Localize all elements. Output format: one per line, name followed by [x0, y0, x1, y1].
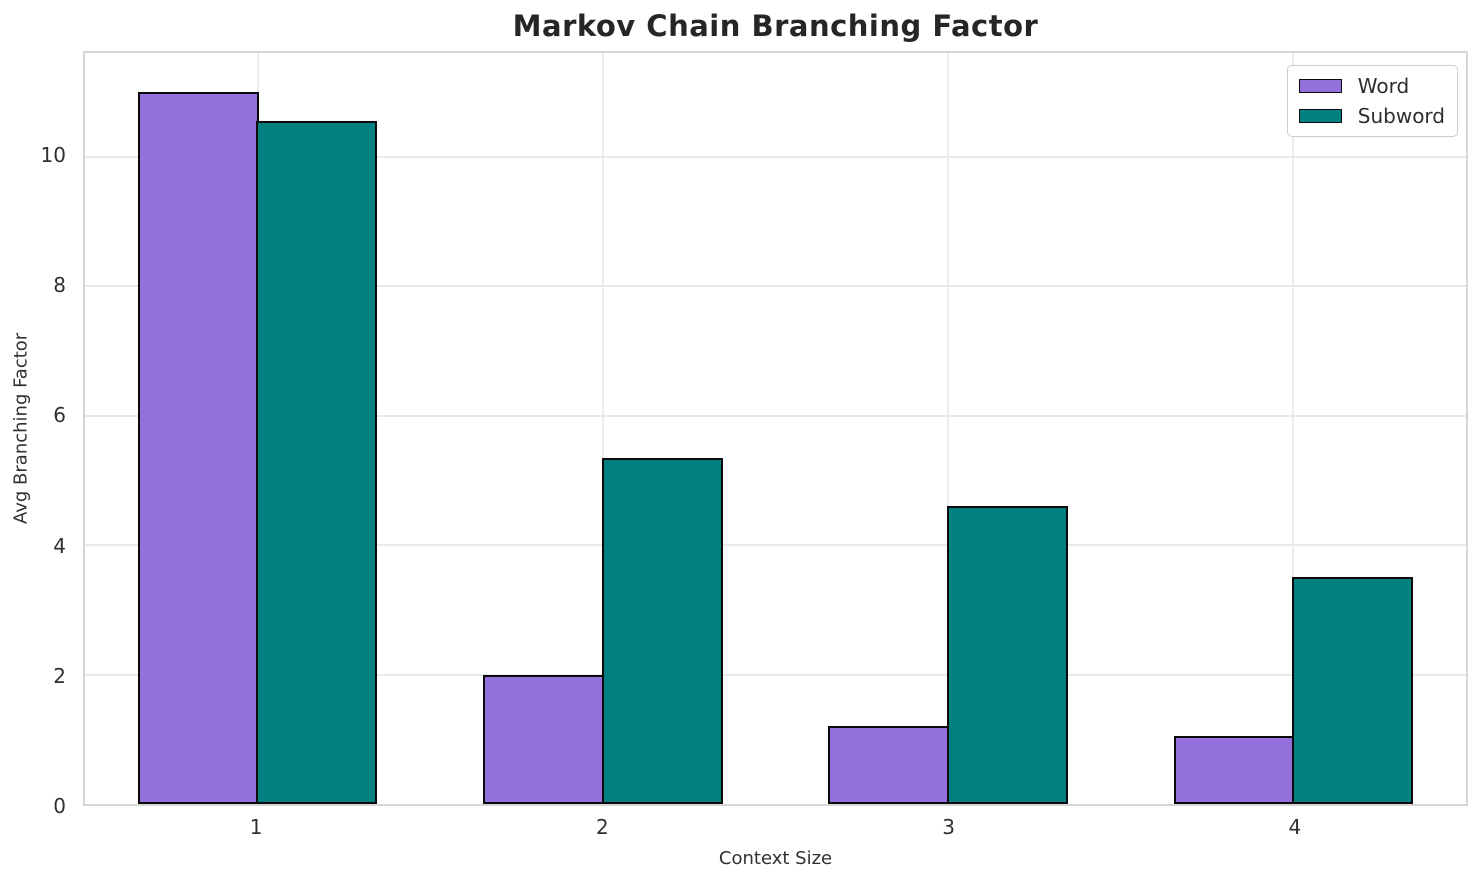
- y-tick-label: 2: [53, 663, 66, 688]
- bar-subword-4: [1292, 577, 1414, 804]
- legend-label: Subword: [1357, 104, 1445, 128]
- bar-group: [1121, 53, 1466, 804]
- bar-group: [85, 53, 430, 804]
- bars-layer: [85, 53, 1466, 804]
- bar-group: [430, 53, 775, 804]
- y-tick-label: 4: [53, 533, 66, 558]
- x-tick-label: 3: [942, 815, 955, 839]
- bar-subword-3: [946, 506, 1068, 804]
- bar-word-1: [137, 91, 259, 804]
- legend-item: Word: [1298, 74, 1445, 98]
- v-gridline: [601, 53, 604, 804]
- bar-word-2: [483, 674, 605, 804]
- x-tick-label: 2: [596, 815, 609, 839]
- y-tick-label: 10: [40, 143, 66, 168]
- x-tick-labels: 1 2 3 4: [83, 817, 1468, 841]
- h-gridline: [85, 544, 1466, 547]
- h-gridline: [85, 673, 1466, 676]
- bar-group: [776, 53, 1121, 804]
- y-tick-labels: 0 2 4 6 8 10: [0, 51, 74, 816]
- h-gridline: [85, 414, 1466, 417]
- plot-area: Word Subword: [83, 51, 1468, 806]
- v-gridline: [947, 53, 950, 804]
- bar-word-4: [1173, 736, 1295, 804]
- x-axis-label: Context Size: [718, 848, 833, 869]
- y-tick-label: 8: [53, 273, 66, 298]
- x-tick-label: 1: [249, 815, 263, 839]
- legend-item: Subword: [1298, 104, 1445, 128]
- y-tick-label: 6: [53, 403, 66, 428]
- legend-swatch: [1298, 109, 1342, 123]
- y-tick-label: 0: [53, 794, 66, 818]
- h-gridline: [85, 155, 1466, 158]
- x-tick-label: 4: [1288, 815, 1302, 839]
- bar-subword-2: [601, 457, 723, 804]
- legend: Word Subword: [1286, 65, 1458, 137]
- h-gridline: [85, 285, 1466, 288]
- chart-title: Markov Chain Branching Factor: [512, 9, 1039, 43]
- bar-subword-1: [256, 120, 378, 804]
- legend-swatch: [1298, 79, 1342, 93]
- legend-label: Word: [1357, 74, 1410, 98]
- bar-word-3: [828, 726, 950, 804]
- v-gridline: [1292, 53, 1295, 804]
